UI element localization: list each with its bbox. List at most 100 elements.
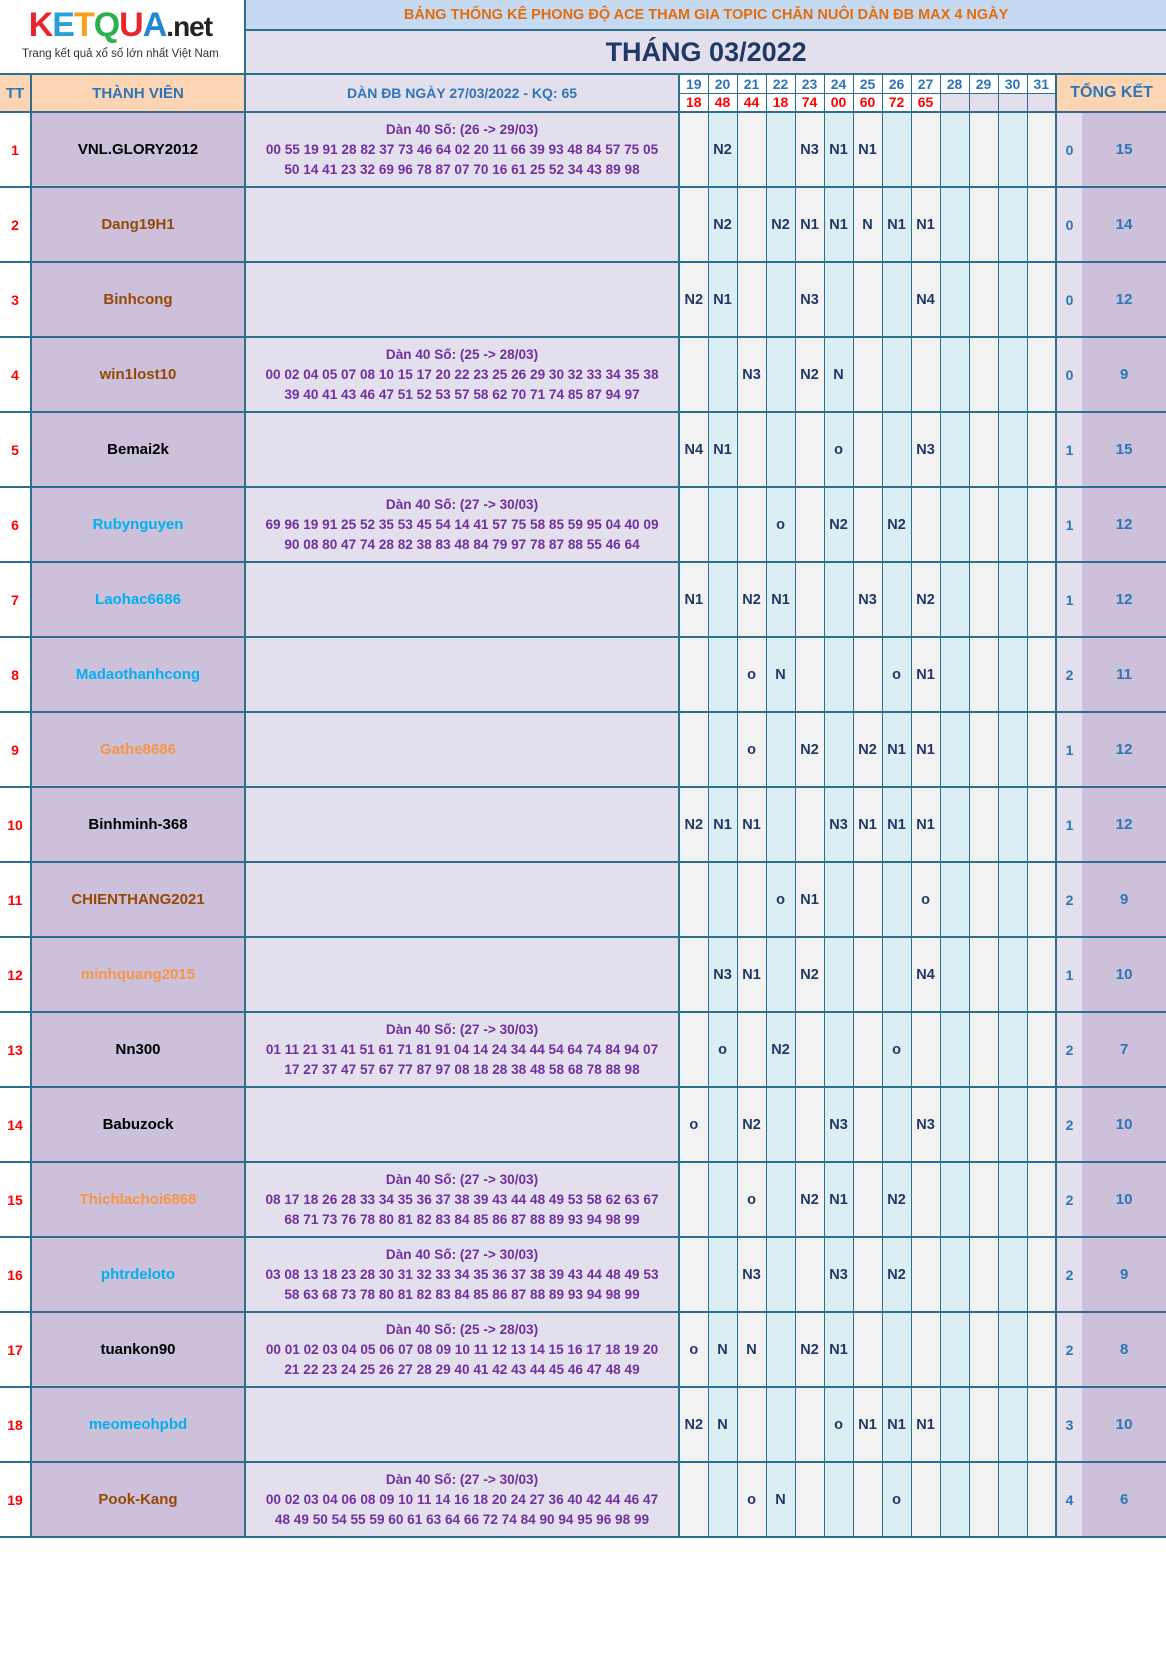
day-header: 19	[679, 74, 709, 94]
table-row: 9 Gathe8686 o N2 N2 N1 N1 1 12	[0, 712, 1166, 788]
member-name[interactable]: Binhcong	[31, 262, 246, 338]
day-mark: N1	[824, 112, 854, 188]
day-mark	[853, 412, 883, 488]
day-mark: N2	[882, 1237, 912, 1313]
day-header: 23	[795, 74, 825, 94]
member-name[interactable]: tuankon90	[31, 1312, 246, 1388]
member-name[interactable]: Binhminh-368	[31, 787, 246, 863]
member-name[interactable]: Madaothanhcong	[31, 637, 246, 713]
day-mark	[998, 937, 1028, 1013]
member-name[interactable]: meomeohpbd	[31, 1387, 246, 1463]
day-mark	[969, 712, 999, 788]
member-name[interactable]: minhquang2015	[31, 937, 246, 1013]
day-mark	[853, 1087, 883, 1163]
day-mark	[940, 787, 970, 863]
row-number: 16	[0, 1237, 32, 1313]
day-mark: N1	[824, 187, 854, 263]
table-row: 16 phtrdeloto Dàn 40 Số: (27 -> 30/03) 03 0…	[0, 1237, 1166, 1313]
day-header: 21	[737, 74, 767, 94]
day-mark	[940, 1462, 970, 1538]
day-mark	[853, 1237, 883, 1313]
row-number: 6	[0, 487, 32, 563]
member-name[interactable]: Nn300	[31, 1012, 246, 1088]
day-mark	[998, 1387, 1028, 1463]
day-mark	[940, 1012, 970, 1088]
day-mark: o	[882, 1012, 912, 1088]
day-mark: o	[737, 637, 767, 713]
day-mark	[882, 937, 912, 1013]
day-mark	[940, 112, 970, 188]
day-mark: N2	[795, 1312, 825, 1388]
dan-line: 17 27 37 47 57 67 77 87 97 08 18 28 38 4…	[284, 1061, 640, 1077]
member-name[interactable]: Thichlachoi6868	[31, 1162, 246, 1238]
header-summary: TỔNG KẾT	[1054, 74, 1166, 113]
day-mark	[853, 1162, 883, 1238]
day-mark	[1027, 787, 1057, 863]
stats-table: KETQUA.net Trang kết quả xổ số lớn nhất …	[0, 0, 1166, 1538]
day-mark	[911, 337, 941, 413]
day-mark	[882, 337, 912, 413]
day-mark	[737, 862, 767, 938]
day-mark	[969, 1312, 999, 1388]
day-mark	[853, 487, 883, 563]
day-mark: N1	[911, 187, 941, 263]
member-name[interactable]: Bemai2k	[31, 412, 246, 488]
summary-total: 9	[1082, 337, 1166, 413]
day-mark	[940, 187, 970, 263]
day-mark	[1027, 1087, 1057, 1163]
member-name[interactable]: win1lost10	[31, 337, 246, 413]
day-mark	[998, 262, 1028, 338]
day-mark	[766, 1162, 796, 1238]
dan-line: 39 40 41 43 46 47 51 52 53 57 58 62 70 7…	[284, 386, 640, 402]
day-mark: N2	[737, 562, 767, 638]
day-mark	[853, 1012, 883, 1088]
logo[interactable]: KETQUA.net Trang kết quả xổ số lớn nhất …	[0, 0, 246, 75]
member-name[interactable]: VNL.GLORY2012	[31, 112, 246, 188]
day-mark: N2	[882, 1162, 912, 1238]
day-mark	[969, 1162, 999, 1238]
dan-numbers	[245, 562, 680, 638]
day-mark	[940, 937, 970, 1013]
day-header: 24	[824, 74, 854, 94]
row-number: 1	[0, 112, 32, 188]
dan-numbers: Dàn 40 Số: (26 -> 29/03) 00 55 19 91 28 8…	[245, 112, 680, 188]
member-name[interactable]: Babuzock	[31, 1087, 246, 1163]
table-row: 17 tuankon90 Dàn 40 Số: (25 -> 28/03) 00 01…	[0, 1312, 1166, 1388]
summary-count: 1	[1056, 937, 1082, 1013]
member-name[interactable]: Gathe8686	[31, 712, 246, 788]
summary-total: 10	[1082, 1087, 1166, 1163]
day-mark	[969, 112, 999, 188]
day-mark	[911, 1462, 941, 1538]
day-mark: N3	[911, 412, 941, 488]
member-name[interactable]: phtrdeloto	[31, 1237, 246, 1313]
dan-numbers	[245, 862, 680, 938]
day-mark: N1	[708, 412, 738, 488]
day-mark	[998, 412, 1028, 488]
day-mark	[940, 562, 970, 638]
member-name[interactable]: CHIENTHANG2021	[31, 862, 246, 938]
day-result: 72	[882, 93, 912, 113]
day-mark	[679, 637, 709, 713]
day-mark	[679, 337, 709, 413]
day-mark	[1027, 712, 1057, 788]
member-name[interactable]: Laohac6686	[31, 562, 246, 638]
member-name[interactable]: Rubynguyen	[31, 487, 246, 563]
member-name[interactable]: Dang19H1	[31, 187, 246, 263]
day-mark	[969, 262, 999, 338]
summary-count: 2	[1056, 1237, 1082, 1313]
day-mark	[1027, 112, 1057, 188]
day-mark: N1	[708, 262, 738, 338]
day-mark: N2	[708, 112, 738, 188]
member-name[interactable]: Pook-Kang	[31, 1462, 246, 1538]
day-mark: N	[853, 187, 883, 263]
day-mark: N2	[679, 262, 709, 338]
table-row: 1 VNL.GLORY2012 Dàn 40 Số: (26 -> 29/03) 00…	[0, 112, 1166, 188]
dan-numbers: Dàn 40 Số: (25 -> 28/03) 00 02 04 05 07 0…	[245, 337, 680, 413]
day-mark: N4	[679, 412, 709, 488]
day-mark	[766, 787, 796, 863]
day-mark	[940, 712, 970, 788]
dan-line: 68 71 73 76 78 80 81 82 83 84 85 86 87 8…	[284, 1211, 640, 1227]
table-row: 5 Bemai2k N4 N1 o N3 1 15	[0, 412, 1166, 488]
